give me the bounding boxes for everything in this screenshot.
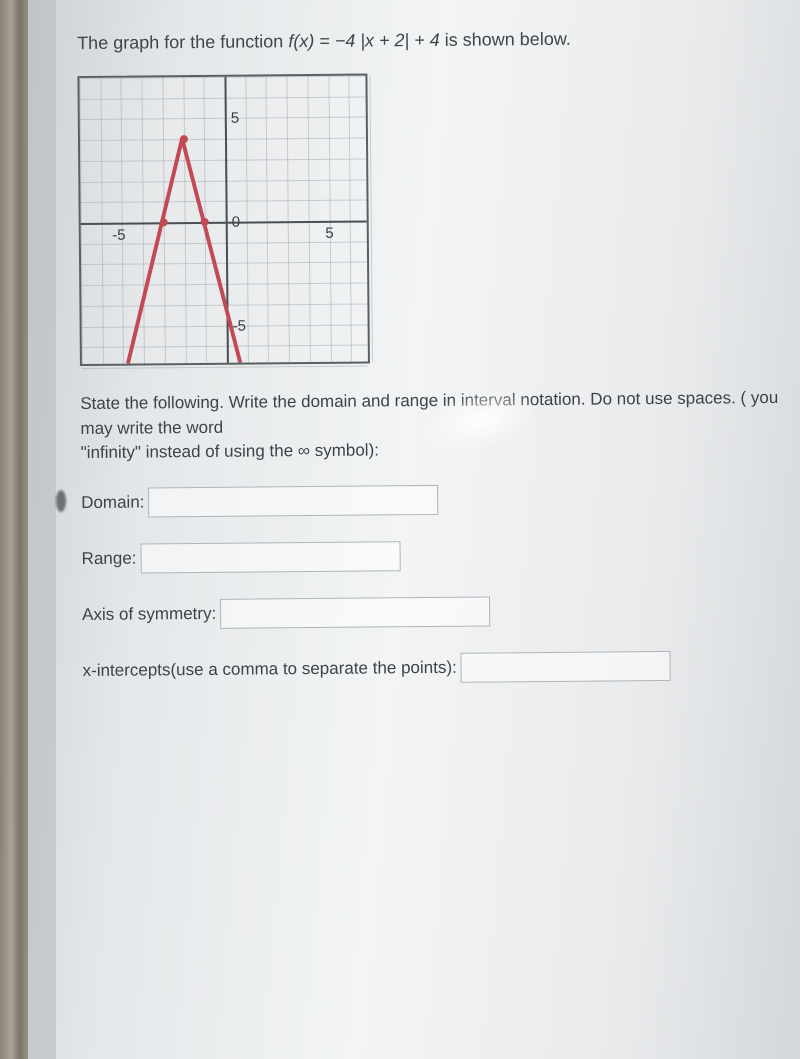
browser-chrome-sliver xyxy=(28,0,56,1059)
xint-label: x-intercepts(use a comma to separate the… xyxy=(83,658,457,681)
axis-row: Axis of symmetry: xyxy=(82,594,782,630)
range-input[interactable] xyxy=(140,541,400,573)
domain-input[interactable] xyxy=(148,485,438,518)
function-graph-line xyxy=(79,76,367,364)
domain-row: Domain: xyxy=(81,482,781,518)
grid-line-horizontal xyxy=(82,366,368,369)
photo-left-edge xyxy=(0,0,28,1059)
range-label: Range: xyxy=(82,548,137,568)
prompt-line2: "infinity" instead of using the ∞ symbol… xyxy=(81,441,379,463)
photo-smudge xyxy=(56,490,66,512)
graph: 50-5-55 xyxy=(77,74,370,367)
intro-formula: f(x) = −4 |x + 2| + 4 xyxy=(288,30,440,51)
intro-prefix: The graph for the function xyxy=(77,31,288,53)
graph-point xyxy=(160,218,168,226)
prompt-text: State the following. Write the domain an… xyxy=(80,386,781,466)
domain-label: Domain: xyxy=(81,492,144,513)
xint-row: x-intercepts(use a comma to separate the… xyxy=(82,650,782,686)
graph-point xyxy=(201,218,209,226)
range-row: Range: xyxy=(82,538,782,574)
intro-suffix: is shown below. xyxy=(445,29,571,50)
grid-line-vertical xyxy=(369,76,372,362)
axis-label: Axis of symmetry: xyxy=(82,604,216,625)
axis-of-symmetry-input[interactable] xyxy=(220,596,490,628)
intro-text: The graph for the function f(x) = −4 |x … xyxy=(77,27,777,54)
x-intercepts-input[interactable] xyxy=(461,651,671,683)
worksheet-page: The graph for the function f(x) = −4 |x … xyxy=(77,27,783,712)
prompt-line1: State the following. Write the domain an… xyxy=(80,388,778,438)
graph-point xyxy=(180,135,188,143)
